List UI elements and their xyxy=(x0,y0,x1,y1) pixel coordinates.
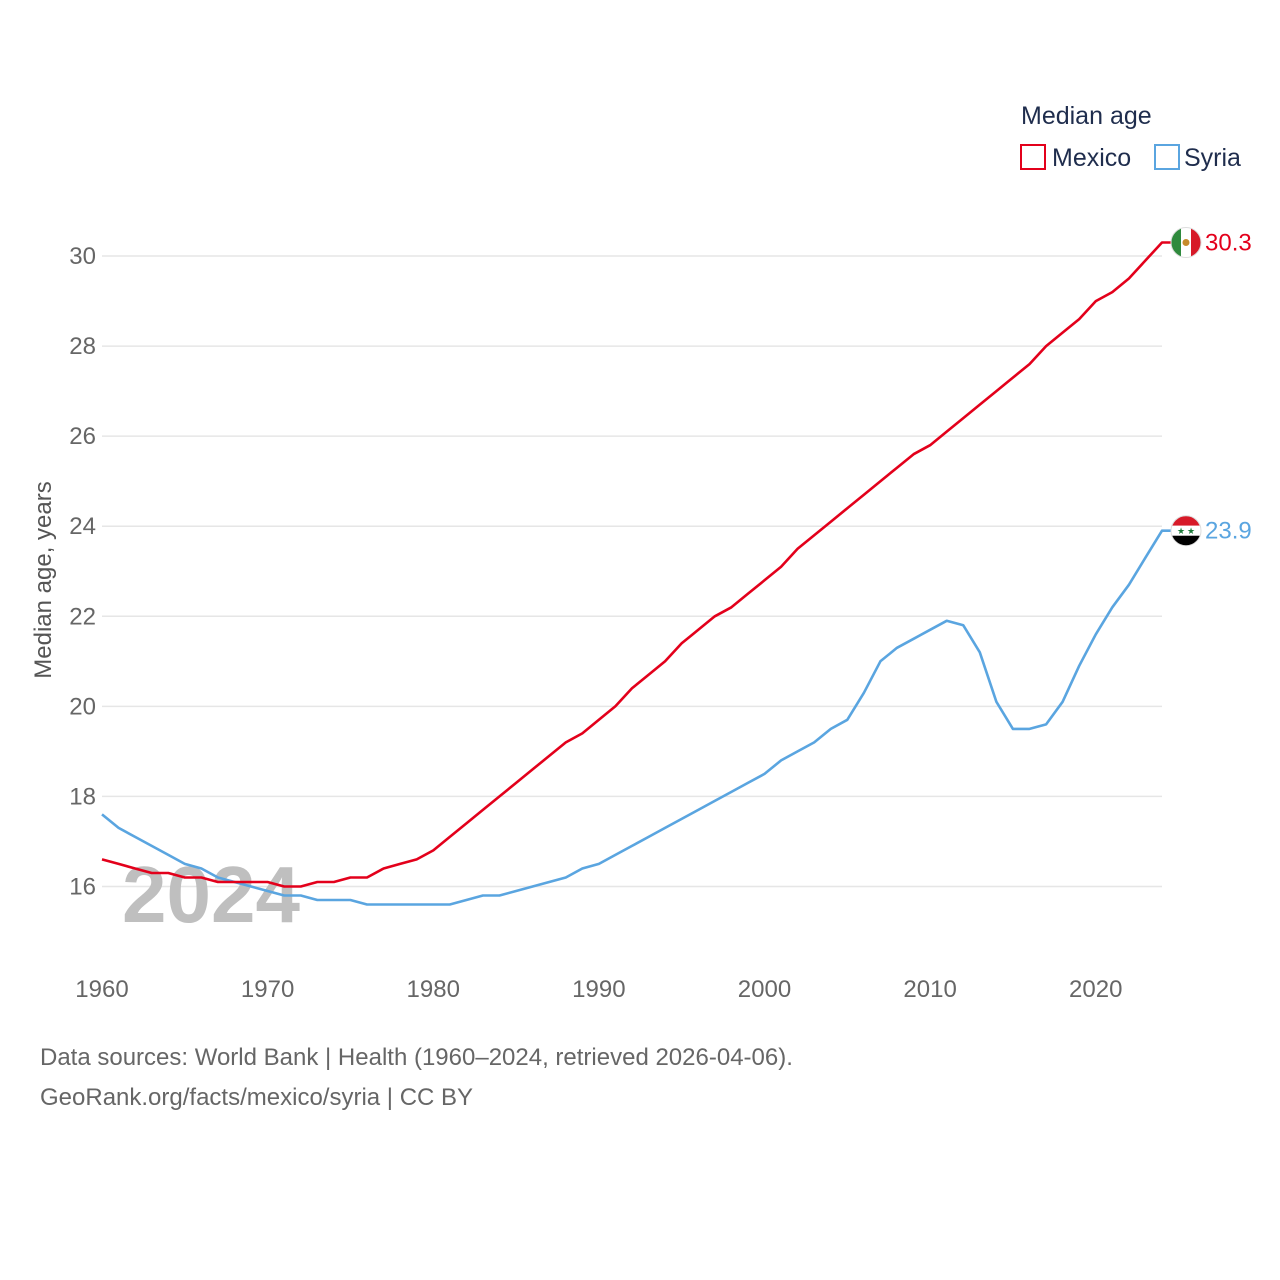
x-axis-ticks: 1960 1970 1980 1990 2000 2010 2020 xyxy=(75,976,1122,1003)
data-sources-note: Data sources: World Bank | Health (1960–… xyxy=(40,1044,793,1071)
legend-item-syria[interactable]: Syria xyxy=(1154,144,1241,172)
x-tick-label: 2010 xyxy=(903,976,956,1003)
legend-label: Mexico xyxy=(1052,144,1131,172)
y-tick-label: 18 xyxy=(69,783,96,810)
x-tick-label: 2020 xyxy=(1069,976,1122,1003)
y-tick-label: 22 xyxy=(69,603,96,630)
y-tick-label: 26 xyxy=(69,423,96,450)
mexico-flag-icon xyxy=(1170,227,1202,259)
y-axis-ticks: 16 18 20 22 24 26 28 30 xyxy=(69,243,96,900)
y-axis-label: Median age, years xyxy=(30,481,57,678)
year-watermark: 2024 xyxy=(122,850,300,939)
x-tick-label: 1970 xyxy=(241,976,294,1003)
series-line-syria xyxy=(101,529,1172,906)
series-end-labels: 30.3★ ★ 23.9 xyxy=(1170,227,1252,547)
y-tick-label: 30 xyxy=(69,243,96,270)
y-tick-label: 24 xyxy=(69,513,96,540)
svg-text:★: ★ xyxy=(1177,527,1185,537)
end-value-mexico: 30.3 xyxy=(1205,230,1252,257)
gridlines xyxy=(102,255,1162,888)
x-tick-label: 2000 xyxy=(738,976,791,1003)
legend-label: Syria xyxy=(1184,144,1241,172)
series-lines xyxy=(101,241,1172,906)
legend: Median age Mexico Syria xyxy=(1020,102,1241,172)
x-tick-label: 1990 xyxy=(572,976,625,1003)
y-tick-label: 16 xyxy=(69,873,96,900)
legend-item-mexico[interactable]: Mexico xyxy=(1020,144,1131,172)
legend-swatch xyxy=(1154,144,1180,170)
series-line-mexico xyxy=(101,241,1172,888)
y-tick-label: 20 xyxy=(69,693,96,720)
x-tick-label: 1980 xyxy=(407,976,460,1003)
legend-swatch xyxy=(1020,144,1046,170)
syria-flag-icon: ★ ★ xyxy=(1170,515,1202,547)
x-tick-label: 1960 xyxy=(75,976,128,1003)
end-value-syria: 23.9 xyxy=(1205,518,1252,545)
svg-text:★: ★ xyxy=(1187,527,1195,537)
attribution-link[interactable]: GeoRank.org/facts/mexico/syria | CC BY xyxy=(40,1084,474,1111)
legend-title: Median age xyxy=(1021,102,1152,130)
y-tick-label: 28 xyxy=(69,333,96,360)
